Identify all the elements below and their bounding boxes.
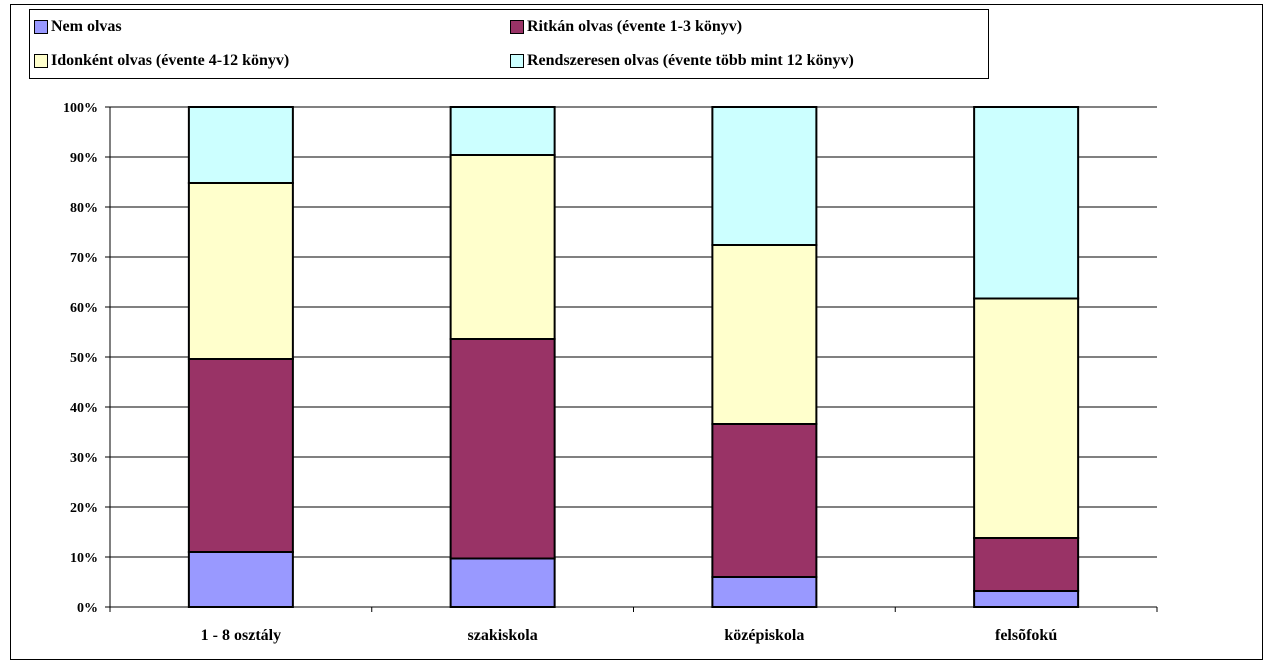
bar-segment-2-cat-3 xyxy=(711,423,818,578)
bar-segment-1-cat-4 xyxy=(973,590,1080,608)
legend-label-ritkan-olvas: Ritkán olvas (évente 1-3 könyv) xyxy=(527,18,743,35)
legend-label-idonkent-olvas: Idonként olvas (évente 4-12 könyv) xyxy=(51,52,290,69)
legend-swatch-rendszeresen-olvas xyxy=(510,54,524,68)
bar-segment-4-cat-3 xyxy=(711,106,818,246)
y-tick-label: 50% xyxy=(70,351,98,366)
bar-segment-4-cat-2 xyxy=(449,106,556,156)
bar-segment-2-cat-2 xyxy=(449,338,556,560)
legend-item-rendszeresen-olvas: Rendszeresen olvas (évente több mint 12 … xyxy=(510,46,854,76)
bar-segment-1-cat-1 xyxy=(187,551,294,608)
legend-swatch-nem-olvas xyxy=(34,20,48,34)
legend-label-rendszeresen-olvas: Rendszeresen olvas (évente több mint 12 … xyxy=(527,52,854,69)
y-tick-label: 10% xyxy=(70,551,98,566)
y-tick-label: 20% xyxy=(70,501,98,516)
y-tick-label: 60% xyxy=(70,301,98,316)
bar-segment-4-cat-1 xyxy=(187,106,294,184)
bar-segment-3-cat-4 xyxy=(973,297,1080,539)
bar-segment-1-cat-3 xyxy=(711,576,818,608)
legend-item-idonkent-olvas: Idonként olvas (évente 4-12 könyv) xyxy=(34,46,289,76)
y-tick-label: 0% xyxy=(77,601,98,616)
y-tick-label: 80% xyxy=(70,201,98,216)
y-tick-label: 30% xyxy=(70,451,98,466)
legend-item-nem-olvas: Nem olvas xyxy=(34,12,122,42)
bar-segment-1-cat-2 xyxy=(449,557,556,608)
y-tick-label: 40% xyxy=(70,401,98,416)
bar-segment-2-cat-4 xyxy=(973,537,1080,592)
y-tick-label: 100% xyxy=(63,101,98,116)
legend-swatch-ritkan-olvas xyxy=(510,20,524,34)
legend-item-ritkan-olvas: Ritkán olvas (évente 1-3 könyv) xyxy=(510,12,742,42)
legend-label-nem-olvas: Nem olvas xyxy=(51,18,122,35)
bar-segment-4-cat-4 xyxy=(973,106,1080,300)
bar-segment-3-cat-2 xyxy=(449,154,556,340)
y-tick-label: 70% xyxy=(70,251,98,266)
legend: Nem olvas Ritkán olvas (évente 1-3 könyv… xyxy=(29,9,989,79)
x-tick-label: felsõfokú xyxy=(995,627,1057,644)
x-tick-label: szakiskola xyxy=(468,627,538,644)
y-tick-label: 90% xyxy=(70,151,98,166)
legend-swatch-idonkent-olvas xyxy=(34,54,48,68)
bar-segment-3-cat-3 xyxy=(711,244,818,425)
bar-segment-3-cat-1 xyxy=(187,182,294,360)
bar-segment-2-cat-1 xyxy=(187,358,294,553)
x-tick-label: 1 - 8 osztály xyxy=(201,627,281,644)
x-tick-label: középiskola xyxy=(724,627,804,644)
